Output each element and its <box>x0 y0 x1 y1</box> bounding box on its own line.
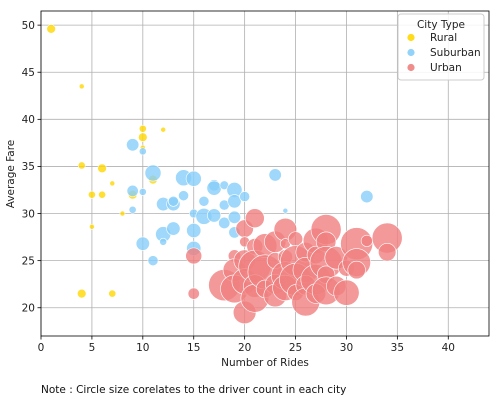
x-tick-label: 5 <box>89 342 96 354</box>
suburban-city-point <box>135 236 150 251</box>
suburban-city-point <box>218 216 231 229</box>
suburban-city-point <box>147 255 159 267</box>
legend-marker-suburban <box>407 48 415 57</box>
y-tick-label: 40 <box>22 114 35 126</box>
legend-label-suburban: Suburban <box>430 47 481 59</box>
rural-city-point <box>109 180 116 187</box>
urban-city-point <box>244 208 265 229</box>
rural-city-point <box>98 190 106 199</box>
x-axis-label: Number of Rides <box>221 357 309 369</box>
urban-city-point <box>360 234 373 247</box>
suburban-city-point <box>138 147 147 156</box>
suburban-city-point <box>227 194 242 209</box>
plot-frame <box>40 10 490 337</box>
y-tick-label: 30 <box>22 208 35 220</box>
legend-marker-urban <box>407 63 415 72</box>
y-tick-label: 45 <box>22 67 35 79</box>
suburban-city-point <box>138 187 147 196</box>
suburban-city-point <box>227 210 242 224</box>
urban-city-point <box>347 260 366 280</box>
legend-title: City Type <box>417 19 465 31</box>
suburban-city-point <box>268 168 282 182</box>
legend-frame <box>397 13 485 81</box>
x-tick-label: 20 <box>238 342 251 354</box>
y-tick-label: 50 <box>22 20 35 32</box>
suburban-city-point <box>186 222 202 239</box>
legend-marker-rural <box>407 33 415 42</box>
y-tick-label: 20 <box>22 303 35 315</box>
legend-label-urban: Urban <box>430 62 462 74</box>
y-axis-ticks: 20 25 30 35 40 45 50 <box>22 20 41 315</box>
y-tick-label: 35 <box>22 161 35 173</box>
x-tick-label: 35 <box>391 342 404 354</box>
suburban-city-point <box>144 164 162 182</box>
rural-city-point <box>77 288 87 299</box>
legend: City Type Rural Suburban Urban <box>397 13 485 81</box>
rural-city-point <box>108 289 117 298</box>
suburban-city-point <box>166 221 181 236</box>
y-tick-label: 25 <box>22 255 35 267</box>
urban-series <box>185 208 403 325</box>
suburban-city-point <box>159 237 168 246</box>
suburban-city-point <box>207 208 222 223</box>
x-axis-ticks: 0 5 10 15 20 25 30 35 40 <box>38 336 455 354</box>
x-tick-label: 40 <box>442 342 455 354</box>
x-tick-label: 0 <box>38 342 45 354</box>
rural-city-point <box>138 124 147 133</box>
suburban-city-point <box>178 190 189 202</box>
suburban-city-point <box>198 195 210 207</box>
urban-city-point <box>378 243 397 262</box>
suburban-city-point <box>282 207 289 214</box>
legend-entries: Rural Suburban Urban <box>407 32 481 74</box>
y-axis-label: Average Fare <box>5 140 17 209</box>
rural-city-point <box>160 126 167 133</box>
rural-city-point <box>78 83 85 90</box>
x-tick-label: 25 <box>289 342 302 354</box>
suburban-city-point <box>128 205 137 214</box>
rural-city-point <box>77 161 86 170</box>
data-markers <box>46 24 403 325</box>
rural-city-point <box>46 24 56 34</box>
rural-city-point <box>88 190 96 199</box>
suburban-city-point <box>167 195 179 207</box>
rural-series <box>46 24 167 299</box>
rural-city-point <box>89 223 95 230</box>
x-tick-label: 15 <box>187 342 200 354</box>
rural-city-point <box>119 210 126 217</box>
urban-city-point <box>333 279 360 306</box>
x-tick-label: 30 <box>340 342 353 354</box>
suburban-series <box>126 138 374 267</box>
legend-label-rural: Rural <box>430 32 457 44</box>
urban-city-point <box>185 247 203 265</box>
suburban-city-point <box>126 184 139 197</box>
suburban-city-point <box>126 138 140 152</box>
footnote: Note : Circle size corelates to the driv… <box>41 384 347 396</box>
suburban-city-point <box>185 170 202 187</box>
rural-city-point <box>97 163 107 174</box>
suburban-city-point <box>206 180 222 196</box>
suburban-city-point <box>360 190 374 204</box>
rural-city-point <box>138 132 148 142</box>
suburban-city-point <box>239 191 251 202</box>
urban-city-point <box>187 287 200 300</box>
x-tick-label: 10 <box>136 342 149 354</box>
